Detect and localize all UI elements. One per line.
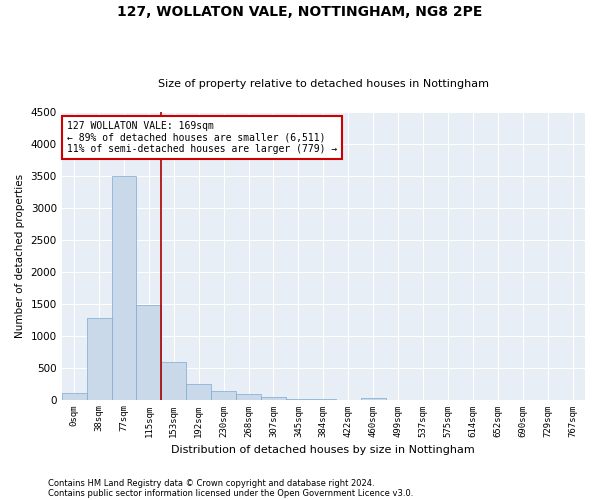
Text: Contains public sector information licensed under the Open Government Licence v3: Contains public sector information licen… <box>48 488 413 498</box>
Text: 127 WOLLATON VALE: 169sqm
← 89% of detached houses are smaller (6,511)
11% of se: 127 WOLLATON VALE: 169sqm ← 89% of detac… <box>67 120 337 154</box>
Bar <box>236 394 261 400</box>
Bar <box>86 318 112 400</box>
Bar <box>161 362 186 400</box>
Bar <box>62 393 86 400</box>
Text: Contains HM Land Registry data © Crown copyright and database right 2024.: Contains HM Land Registry data © Crown c… <box>48 478 374 488</box>
Y-axis label: Number of detached properties: Number of detached properties <box>15 174 25 338</box>
Bar <box>112 176 136 400</box>
Text: 127, WOLLATON VALE, NOTTINGHAM, NG8 2PE: 127, WOLLATON VALE, NOTTINGHAM, NG8 2PE <box>118 5 482 19</box>
Bar <box>136 305 161 400</box>
Bar <box>286 398 311 400</box>
Bar <box>186 384 211 400</box>
X-axis label: Distribution of detached houses by size in Nottingham: Distribution of detached houses by size … <box>172 445 475 455</box>
Bar <box>211 390 236 400</box>
Title: Size of property relative to detached houses in Nottingham: Size of property relative to detached ho… <box>158 79 489 89</box>
Bar <box>361 398 386 400</box>
Bar <box>261 397 286 400</box>
